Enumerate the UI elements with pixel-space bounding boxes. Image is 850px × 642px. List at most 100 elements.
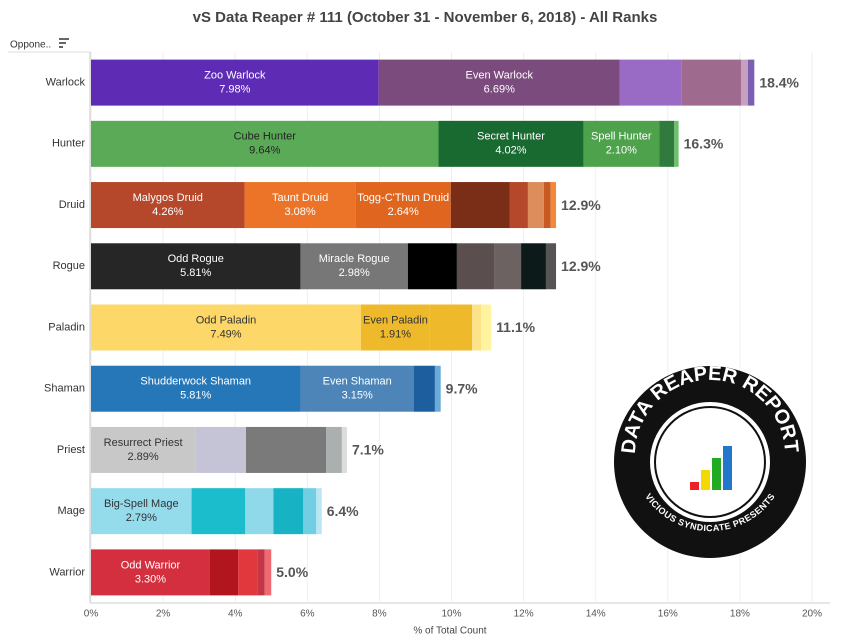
bar-segment [245, 488, 274, 535]
segment-name: Big-Spell Mage [104, 498, 179, 510]
segment-name: Odd Warrior [121, 559, 181, 571]
bar-segment [341, 426, 347, 473]
bar-segment [191, 488, 246, 535]
segment-name: Cube Hunter [234, 131, 297, 143]
bar-segment [407, 243, 457, 290]
segment-name: Shudderwock Shaman [140, 376, 251, 388]
total-label: 6.4% [327, 503, 359, 519]
segment-label: 9.64% [249, 145, 280, 157]
segment-label: 6.69% [484, 84, 515, 96]
bar-segment [681, 59, 741, 106]
total-label: 7.1% [352, 442, 384, 458]
bar-segment [659, 120, 675, 167]
segment-name: Malygos Druid [133, 192, 203, 204]
segment-name: Odd Paladin [196, 314, 257, 326]
bar-segment [527, 182, 544, 229]
total-label: 11.1% [496, 319, 535, 335]
bar-segment [674, 120, 679, 167]
segment-name: Secret Hunter [477, 131, 545, 143]
x-tick-label: 4% [228, 609, 243, 620]
bar-segment [91, 426, 196, 473]
total-label: 18.4% [759, 74, 799, 90]
bar-segment [91, 365, 301, 412]
segment-label: 3.30% [135, 573, 166, 585]
bar-segment [429, 304, 473, 351]
segment-label: 2.89% [127, 451, 158, 463]
bar-segment [195, 426, 247, 473]
bar-segment [91, 304, 362, 351]
y-tick-label: Mage [57, 505, 85, 517]
y-tick-label: Druid [59, 199, 85, 211]
bar-segment [91, 488, 192, 535]
total-label: 12.9% [561, 258, 601, 274]
bar-segment [244, 182, 356, 229]
bar-segment [494, 243, 522, 290]
chart-title: vS Data Reaper # 111 (October 31 - Novem… [193, 9, 658, 26]
segment-label: 2.79% [126, 512, 157, 524]
bar-segment [414, 365, 435, 412]
logo-inner [656, 408, 764, 516]
x-tick-label: 18% [730, 609, 750, 620]
segment-name: Zoo Warlock [204, 70, 266, 82]
segment-name: Togg-C'Thun Druid [357, 192, 449, 204]
row-header: Oppone.. [10, 40, 51, 51]
logo-bar [712, 458, 721, 490]
segment-name: Miracle Rogue [319, 253, 390, 265]
x-tick-label: 0% [84, 609, 99, 620]
bar-segment [303, 488, 317, 535]
y-tick-label: Shaman [44, 383, 85, 395]
bar-segment [619, 59, 682, 106]
bar-segment [550, 182, 557, 229]
segment-label: 2.98% [339, 267, 370, 279]
bar-segment [91, 549, 210, 596]
bar-segment [740, 59, 748, 106]
bar-segment [472, 304, 482, 351]
bar-segment [300, 365, 415, 412]
sort-icon[interactable] [59, 38, 69, 48]
bar-segment [300, 243, 408, 290]
bar-segment [91, 59, 379, 106]
bar-segment [456, 243, 495, 290]
bar-segment [378, 59, 620, 106]
bar-segment [438, 120, 584, 167]
segment-label: 4.26% [152, 206, 183, 218]
logo-bar [723, 446, 732, 490]
bar-segment [747, 59, 755, 106]
logo-ring [650, 402, 770, 522]
bar-segment [326, 426, 342, 473]
x-tick-label: 16% [658, 609, 678, 620]
bar-segment [521, 243, 546, 290]
y-tick-label: Rogue [53, 260, 85, 272]
total-label: 12.9% [561, 197, 601, 213]
logo-bar [690, 482, 699, 490]
segment-name: Taunt Druid [272, 192, 328, 204]
bar-segment [264, 549, 272, 596]
segment-label: 3.15% [342, 390, 373, 402]
segment-label: 5.81% [180, 390, 211, 402]
bar-segment [450, 182, 510, 229]
y-tick-label: Warlock [46, 77, 86, 89]
segment-label: 1.91% [380, 328, 411, 340]
bar-segment [583, 120, 660, 167]
x-axis-label: % of Total Count [413, 626, 486, 637]
y-tick-label: Hunter [52, 138, 85, 150]
segment-label: 3.08% [284, 206, 315, 218]
y-tick-label: Paladin [48, 321, 85, 333]
x-tick-label: 12% [514, 609, 534, 620]
bar-segment [545, 243, 557, 290]
x-tick-label: 20% [802, 609, 822, 620]
bar-segment [273, 488, 304, 535]
bar-segment [238, 549, 258, 596]
segment-name: Even Shaman [323, 376, 392, 388]
bar-segment [91, 120, 439, 167]
bar-segment [355, 182, 451, 229]
y-tick-label: Priest [57, 444, 85, 456]
logo-bar [701, 470, 710, 490]
y-tick-label: Warrior [49, 566, 85, 578]
total-label: 5.0% [276, 564, 308, 580]
bar-segment [509, 182, 528, 229]
segment-label: 7.98% [219, 84, 250, 96]
segment-name: Resurrect Priest [104, 437, 183, 449]
x-tick-label: 10% [441, 609, 461, 620]
